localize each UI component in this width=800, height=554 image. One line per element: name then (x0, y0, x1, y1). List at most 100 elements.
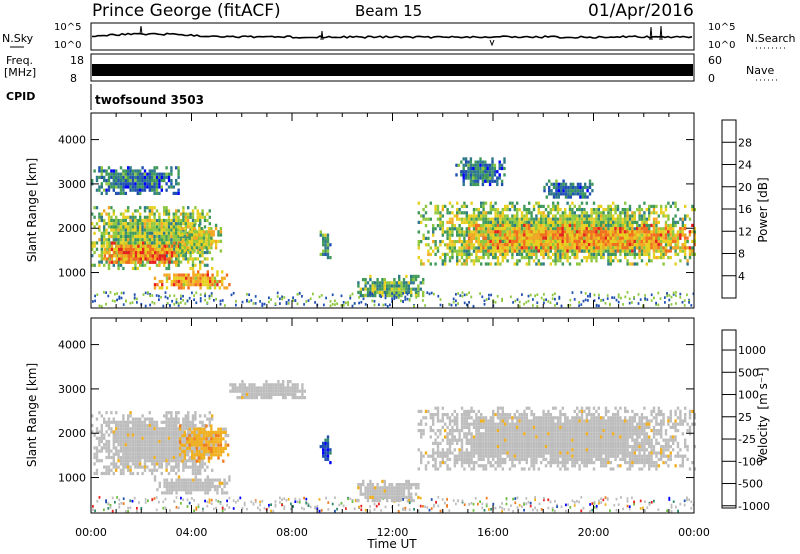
data-cell (148, 417, 151, 421)
data-cell (160, 433, 163, 437)
data-cell (115, 185, 118, 189)
data-cell (576, 217, 579, 221)
data-cell (167, 427, 171, 431)
data-cell (568, 211, 572, 215)
data-cell (460, 249, 464, 253)
data-cell (560, 182, 563, 186)
data-cell (143, 222, 147, 226)
data-cell (556, 236, 560, 240)
data-cell (131, 430, 135, 434)
data-cell (544, 249, 548, 253)
data-cell (501, 233, 504, 237)
data-cell (141, 436, 144, 440)
data-cell (405, 287, 408, 291)
data-cell (616, 204, 620, 208)
data-cell (143, 462, 147, 466)
data-cell (117, 175, 120, 179)
data-cell (465, 214, 468, 218)
data-cell (204, 273, 207, 277)
data-cell (451, 217, 454, 221)
data-cell (474, 173, 477, 177)
data-cell (604, 217, 608, 221)
data-cell (616, 220, 620, 224)
data-cell (491, 173, 494, 177)
data-cell (633, 243, 636, 247)
data-cell (426, 291, 429, 294)
data-cell (472, 214, 476, 218)
data-cell (170, 222, 173, 226)
data-cell (592, 208, 596, 212)
data-cell (496, 211, 500, 215)
data-cell (467, 176, 470, 180)
data-cell (477, 246, 480, 250)
data-cell (539, 233, 543, 237)
data-cell (398, 287, 401, 291)
data-cell (347, 303, 349, 306)
data-cell (378, 281, 382, 285)
data-cell (470, 246, 473, 250)
data-cell (160, 427, 163, 431)
data-cell (612, 208, 615, 212)
data-cell (141, 452, 144, 456)
data-cell (456, 211, 459, 215)
data-cell (506, 252, 509, 256)
data-cell (103, 251, 106, 255)
data-cell (669, 227, 672, 231)
data-cell (527, 233, 531, 237)
data-cell (193, 227, 196, 231)
data-cell (508, 246, 512, 250)
data-cell (151, 462, 154, 466)
data-cell (590, 252, 593, 256)
data-cell (110, 169, 113, 173)
data-cell (576, 224, 579, 228)
data-cell (472, 217, 476, 221)
data-cell (378, 290, 382, 294)
data-cell (491, 160, 494, 164)
data-cell (175, 436, 178, 440)
data-cell (134, 241, 137, 245)
data-cell (93, 462, 96, 466)
data-cell (124, 449, 127, 453)
data-cell (160, 465, 163, 469)
data-cell (100, 433, 103, 437)
data-cell (468, 230, 471, 234)
data-cell (170, 185, 173, 189)
data-cell (614, 204, 617, 208)
data-cell (669, 256, 672, 260)
data-cell (508, 227, 512, 231)
data-cell (139, 182, 142, 186)
data-cell (172, 247, 175, 251)
data-cell (91, 263, 94, 267)
data-cell (210, 243, 213, 247)
data-cell (177, 427, 180, 431)
data-cell (470, 243, 473, 247)
data-cell (609, 246, 612, 250)
data-cell (545, 298, 547, 301)
data-cell (204, 298, 206, 302)
data-cell (422, 217, 425, 221)
data-cell (626, 246, 629, 250)
data-cell (657, 303, 660, 307)
data-cell (122, 188, 125, 192)
data-cell (386, 294, 389, 298)
data-cell (95, 175, 99, 179)
data-cell (131, 439, 135, 444)
data-cell (504, 224, 507, 228)
data-cell (158, 225, 161, 229)
data-cell (491, 163, 494, 167)
data-cell (172, 225, 175, 229)
data-cell (118, 247, 121, 252)
data-cell (655, 249, 658, 253)
data-cell (143, 172, 147, 176)
data-cell (95, 452, 99, 456)
data-cell (263, 302, 266, 306)
data-cell (210, 246, 213, 250)
data-cell (590, 230, 593, 234)
data-cell (508, 201, 512, 205)
data-cell (451, 227, 454, 231)
data-cell (631, 227, 634, 231)
data-cell (621, 220, 624, 224)
data-cell (124, 433, 127, 437)
data-cell (537, 249, 540, 253)
data-cell (602, 220, 605, 224)
